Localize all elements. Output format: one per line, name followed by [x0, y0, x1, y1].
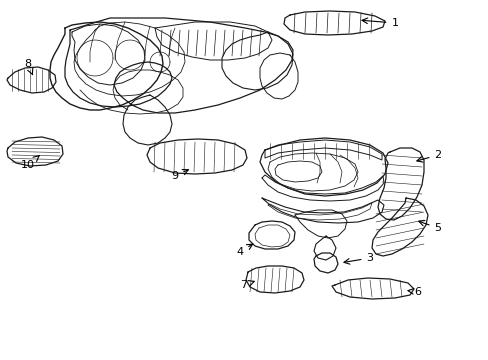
Text: 3: 3	[343, 253, 373, 264]
Text: 5: 5	[418, 221, 441, 233]
Text: 8: 8	[24, 59, 33, 75]
Text: 4: 4	[236, 244, 252, 257]
Text: 1: 1	[361, 18, 398, 28]
Text: 6: 6	[407, 287, 421, 297]
Text: 2: 2	[416, 150, 441, 162]
Text: 9: 9	[171, 170, 188, 181]
Text: 10: 10	[21, 156, 40, 170]
Text: 7: 7	[240, 280, 254, 290]
